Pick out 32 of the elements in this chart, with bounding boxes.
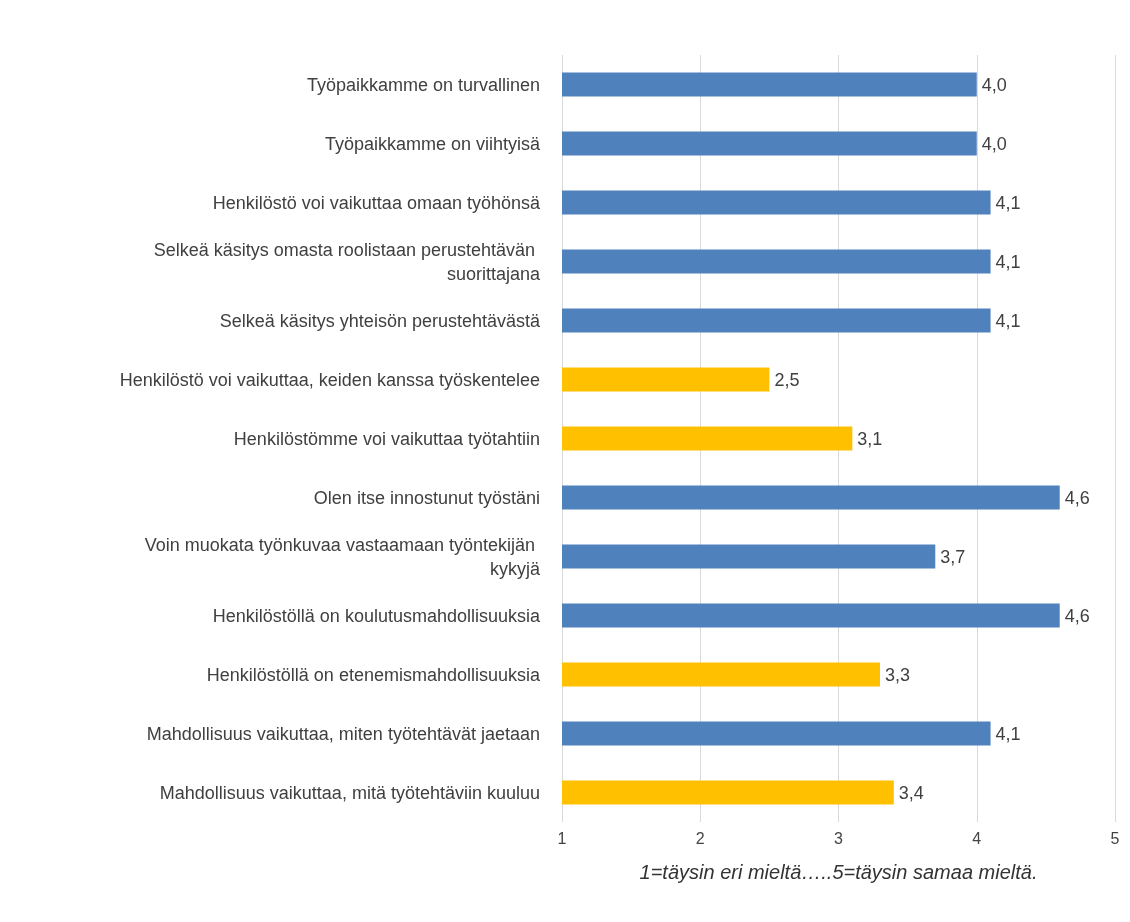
y-tick-label: Henkilöstö voi vaikuttaa omaan työhönsä — [212, 192, 541, 213]
data-label: 4,1 — [995, 251, 1021, 272]
x-tick-label: 5 — [1110, 829, 1120, 847]
data-label: 4,0 — [981, 74, 1007, 95]
y-tick-label: Mahdollisuus vaikuttaa, mitä työtehtäviin kuuluu — [159, 782, 540, 803]
data-label: 4,0 — [981, 133, 1007, 154]
y-tick-label: Olen itse innostunut työstäni — [313, 487, 540, 508]
data-label: 3,1 — [857, 428, 883, 449]
data-label: 4,6 — [1064, 605, 1090, 626]
data-label: 3,3 — [884, 664, 911, 685]
y-tick-label: Henkilöstöllä on etenemismahdollisuuksia — [206, 664, 541, 685]
y-tick-label: Henkilöstö voi vaikuttaa, keiden kanssa työskentelee — [119, 369, 540, 390]
data-label: 4,1 — [995, 310, 1021, 331]
data-label: 3,4 — [898, 782, 924, 803]
data-label: 4,1 — [995, 192, 1021, 213]
x-tick-label: 3 — [834, 829, 844, 847]
y-tick-label: Selkeä käsitys yhteisön perustehtävästä — [219, 310, 541, 331]
x-tick-label: 1 — [557, 829, 567, 847]
data-label: 2,5 — [774, 369, 800, 390]
data-label: 3,7 — [940, 546, 966, 567]
y-tick-label: Selkeä käsitys omasta roolistaan perustehtävän suorittajana — [153, 239, 541, 284]
x-tick-label: 4 — [972, 829, 982, 847]
y-tick-label: Henkilöstömme voi vaikuttaa työtahtiin — [233, 428, 540, 449]
y-tick-label: Työpaikkamme on turvallinen — [306, 74, 540, 95]
data-label: 4,6 — [1064, 487, 1090, 508]
y-tick-label: Työpaikkamme on viihtyisä — [324, 133, 541, 154]
y-tick-label: Mahdollisuus vaikuttaa, miten työtehtävät jaetaan — [146, 723, 540, 744]
data-label: 4,1 — [995, 723, 1021, 744]
y-tick-label: Voin muokata työnkuvaa vastaamaan työntekijän kykyjä — [144, 534, 541, 579]
y-tick-label: Henkilöstöllä on koulutusmahdollisuuksia — [212, 605, 541, 626]
x-tick-label: 2 — [695, 829, 705, 847]
x-axis-title: 1=täysin eri mieltä…..5=täysin samaa mieltä. — [639, 861, 1038, 883]
